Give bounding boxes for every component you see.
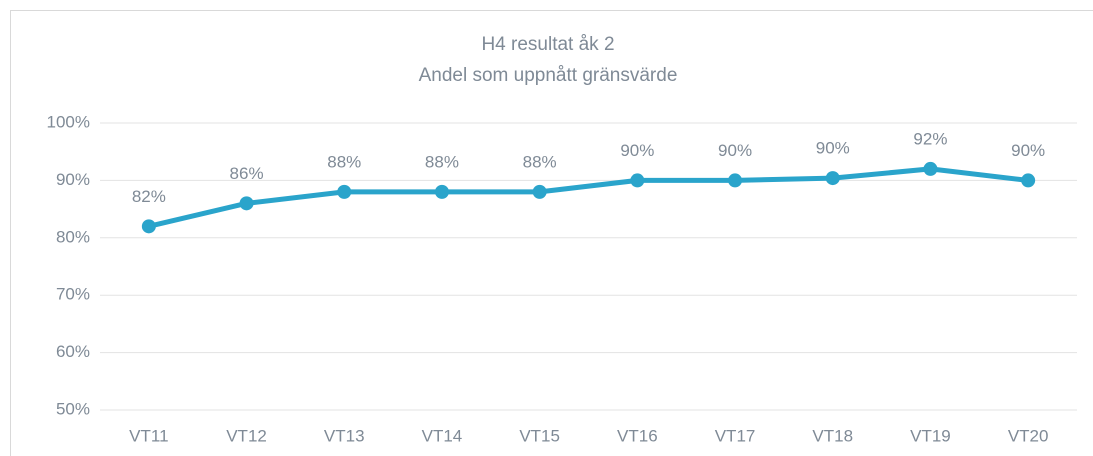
data-label: 88% bbox=[425, 152, 459, 171]
y-tick-label: 60% bbox=[56, 342, 90, 361]
y-tick-label: 90% bbox=[56, 170, 90, 189]
point bbox=[728, 173, 743, 188]
data-label: 86% bbox=[230, 164, 264, 183]
x-tick-label: VT20 bbox=[1008, 426, 1049, 445]
x-tick-label: VT11 bbox=[129, 426, 168, 445]
data-label: 92% bbox=[913, 129, 947, 148]
chart-title: H4 resultat åk 2 bbox=[481, 34, 614, 55]
x-tick-label: VT17 bbox=[715, 426, 756, 445]
point bbox=[434, 184, 449, 199]
data-label: 82% bbox=[132, 187, 166, 206]
point bbox=[532, 184, 547, 199]
x-tick-label: VT13 bbox=[324, 426, 365, 445]
x-tick-label: VT18 bbox=[812, 426, 853, 445]
y-tick-label: 80% bbox=[56, 227, 90, 246]
data-label: 88% bbox=[523, 152, 557, 171]
point bbox=[239, 196, 254, 211]
point bbox=[1021, 173, 1036, 188]
data-label: 90% bbox=[816, 139, 850, 158]
x-tick-label: VT15 bbox=[519, 426, 560, 445]
point bbox=[825, 171, 840, 186]
y-tick-label: 100% bbox=[47, 112, 90, 131]
x-tick-label: VT16 bbox=[617, 426, 658, 445]
chart-subtitle: Andel som uppnått gränsvärde bbox=[419, 65, 678, 86]
point bbox=[630, 173, 645, 188]
point bbox=[923, 161, 938, 176]
x-tick-label: VT19 bbox=[910, 426, 951, 445]
y-tick-label: 70% bbox=[56, 285, 90, 304]
data-label: 90% bbox=[620, 141, 654, 160]
data-label: 90% bbox=[1011, 141, 1045, 160]
x-tick-label: VT12 bbox=[226, 426, 267, 445]
data-label: 90% bbox=[718, 141, 752, 160]
data-label: 88% bbox=[327, 152, 361, 171]
y-tick-label: 50% bbox=[56, 399, 90, 418]
x-tick-label: VT14 bbox=[422, 426, 463, 445]
chart-frame bbox=[10, 10, 1093, 456]
point bbox=[141, 219, 156, 234]
point bbox=[337, 184, 352, 199]
line bbox=[148, 166, 1029, 229]
